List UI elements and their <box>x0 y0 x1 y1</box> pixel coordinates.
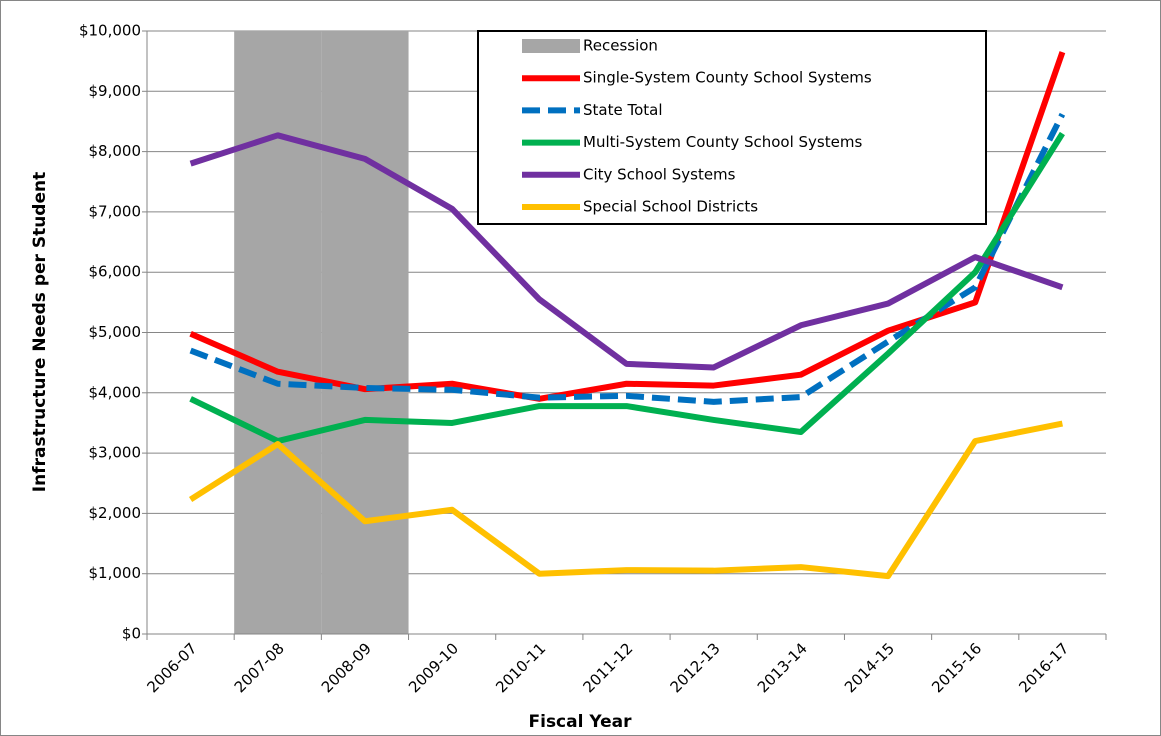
x-axis-title: Fiscal Year <box>529 712 633 732</box>
y-tick-label: $8,000 <box>89 142 142 160</box>
series-line <box>189 132 1064 371</box>
y-tick-label: $1,000 <box>89 564 142 582</box>
recession-bar <box>234 31 322 634</box>
legend-label: Recession <box>583 37 658 55</box>
legend-label: Multi-System County School Systems <box>583 133 862 151</box>
recession-bar <box>321 31 409 634</box>
plot-lines <box>188 51 1066 580</box>
y-tick-label: $5,000 <box>89 323 142 341</box>
legend: Recession Single-System County School Sys… <box>477 30 987 225</box>
legend-label: Special School Districts <box>583 198 758 216</box>
legend-swatch <box>522 39 580 53</box>
y-tick-label: $9,000 <box>89 82 142 100</box>
y-tick-label: $4,000 <box>89 383 142 401</box>
legend-label: City School Systems <box>583 165 736 183</box>
series-line <box>189 131 1065 445</box>
y-tick-label: $3,000 <box>89 444 142 462</box>
series-line <box>188 420 1063 580</box>
y-tick-label: $7,000 <box>89 202 142 220</box>
legend-box <box>477 30 987 225</box>
y-tick-label: $2,000 <box>89 504 142 522</box>
y-tick-label: $6,000 <box>89 263 142 281</box>
legend-label: State Total <box>583 101 663 119</box>
y-tick-label: $10,000 <box>79 22 141 40</box>
y-tick-label: $0 <box>122 625 141 643</box>
legend-label: Single-System County School Systems <box>583 69 872 87</box>
y-axis-title: Infrastructure Needs per Student <box>30 172 50 492</box>
